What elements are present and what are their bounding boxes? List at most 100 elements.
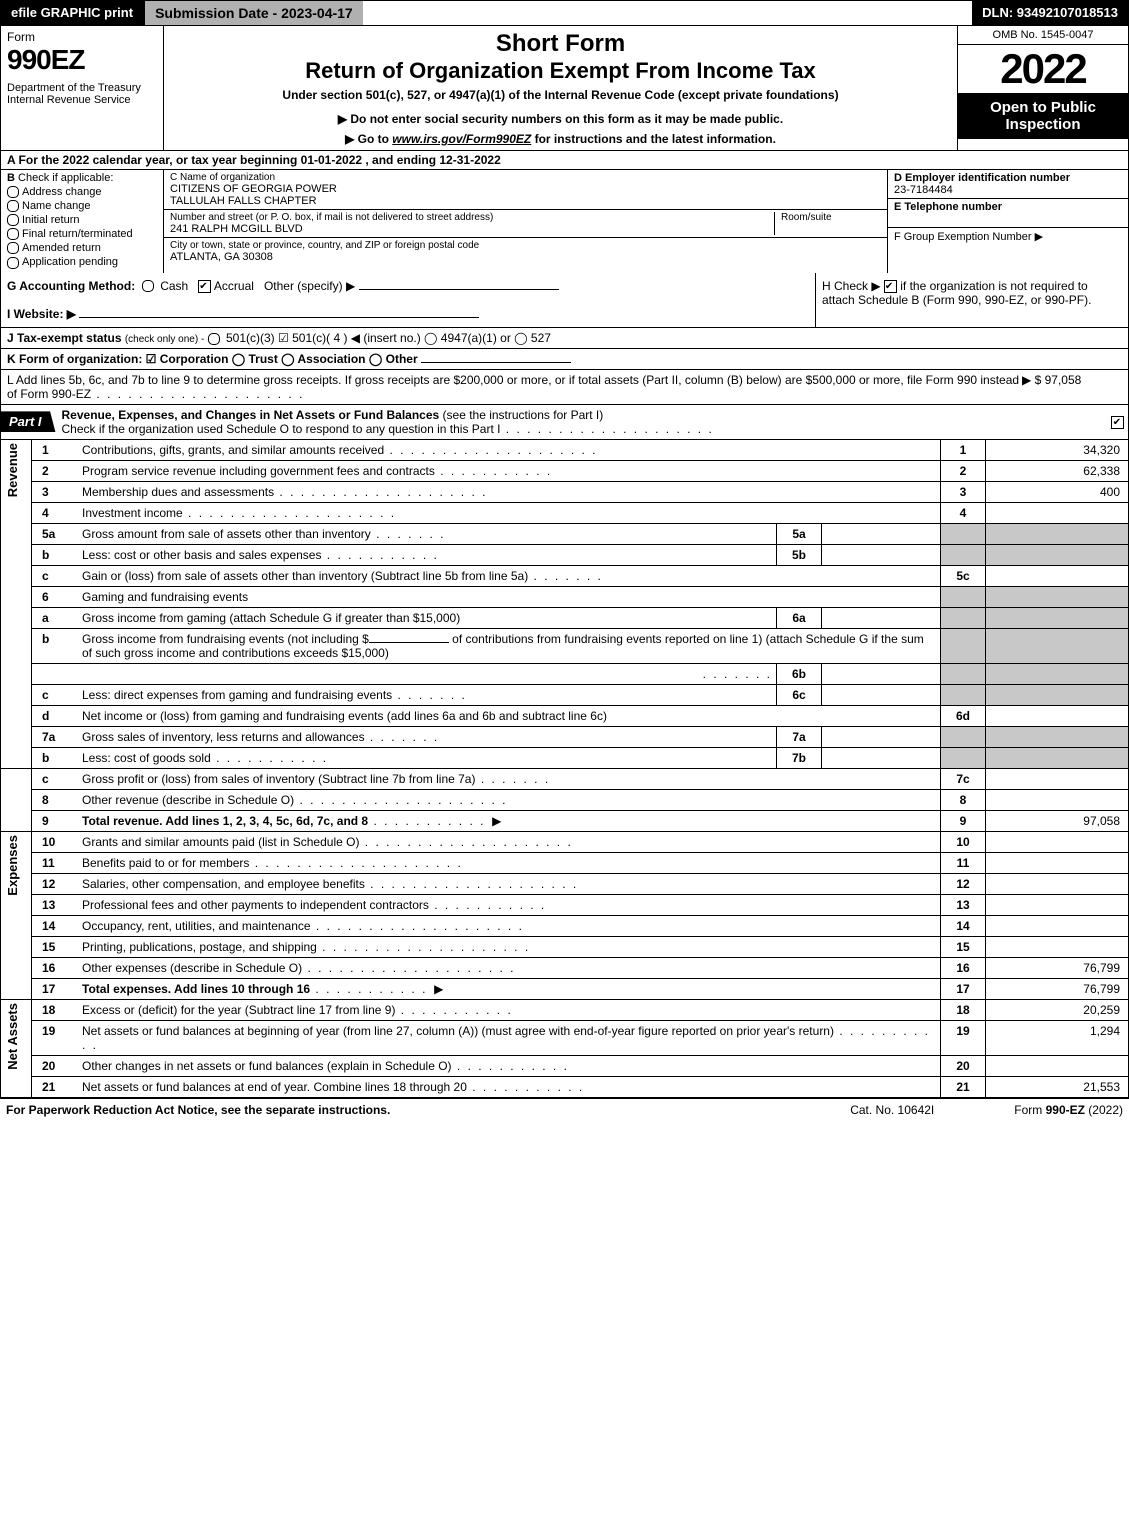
city-label: City or town, state or province, country… <box>170 240 881 251</box>
line-7a-subval <box>822 726 941 747</box>
website-line[interactable] <box>79 317 479 318</box>
line-10-val <box>986 831 1129 852</box>
section-h: H Check ▶ if the organization is not req… <box>815 273 1128 327</box>
line-6-desc: Gaming and fundraising events <box>82 590 248 604</box>
j-sub: (check only one) ‐ <box>125 334 204 345</box>
part-1-sub: Check if the organization used Schedule … <box>62 422 501 436</box>
e-label: E Telephone number <box>894 201 1122 213</box>
l-arrow: ▶ $ <box>1022 373 1041 387</box>
line-16-val: 76,799 <box>986 957 1129 978</box>
line-8-val <box>986 789 1129 810</box>
footer-right: Form 990-EZ (2022) <box>1014 1103 1123 1117</box>
j-pre: J Tax-exempt status <box>7 331 125 345</box>
h-pre: H Check ▶ <box>822 279 881 293</box>
line-6a-desc: Gross income from gaming (attach Schedul… <box>82 611 460 625</box>
room-label: Room/suite <box>781 212 881 223</box>
return-title: Return of Organization Exempt From Incom… <box>170 58 951 84</box>
line-5c-val <box>986 565 1129 586</box>
section-d: D Employer identification number 23-7184… <box>887 170 1128 273</box>
addr-change-checkbox[interactable] <box>7 186 19 198</box>
j-opts: 501(c)(3) ☑ 501(c)( 4 ) ◀ (insert no.) ◯… <box>226 331 551 345</box>
501c3-checkbox[interactable] <box>208 333 220 345</box>
accrual-checkbox[interactable] <box>198 280 211 293</box>
line-14-val <box>986 915 1129 936</box>
form-word: Form <box>7 30 157 44</box>
line-3-val: 400 <box>986 481 1129 502</box>
line-16-desc: Other expenses (describe in Schedule O) <box>82 961 302 975</box>
cash-checkbox[interactable] <box>142 280 154 292</box>
schedule-o-checkbox[interactable] <box>1111 416 1124 429</box>
line-6b-subval <box>822 663 941 684</box>
line-6b-pre: Gross income from fundraising events (no… <box>82 632 369 646</box>
line-17-val: 76,799 <box>986 978 1129 999</box>
opt-amended: Amended return <box>22 242 101 254</box>
section-l: L Add lines 5b, 6c, and 7b to line 9 to … <box>0 370 1129 405</box>
line-15-val <box>986 936 1129 957</box>
line-7b-desc: Less: cost of goods sold <box>82 751 211 765</box>
footer-right-post: (2022) <box>1085 1103 1123 1117</box>
app-pending-checkbox[interactable] <box>7 257 19 269</box>
line-21-desc: Net assets or fund balances at end of ye… <box>82 1080 467 1094</box>
footer-right-bold: 990-EZ <box>1046 1103 1085 1117</box>
section-k: K Form of organization: ☑ Corporation ◯ … <box>0 349 1129 370</box>
k-other-line[interactable] <box>421 362 571 363</box>
section-g-i: G Accounting Method: Cash Accrual Other … <box>1 273 815 327</box>
line-7b-subval <box>822 747 941 768</box>
part-1-title-post: (see the instructions for Part I) <box>439 408 603 422</box>
line-7c-desc: Gross profit or (loss) from sales of inv… <box>82 772 475 786</box>
irs-link[interactable]: www.irs.gov/Form990EZ <box>392 132 531 146</box>
footer: For Paperwork Reduction Act Notice, see … <box>0 1098 1129 1121</box>
line-11-val <box>986 852 1129 873</box>
dept-label: Department of the Treasury Internal Reve… <box>7 82 157 106</box>
b-label: B <box>7 172 15 184</box>
name-change-checkbox[interactable] <box>7 200 19 212</box>
amended-return-checkbox[interactable] <box>7 242 19 254</box>
line-12-desc: Salaries, other compensation, and employ… <box>82 877 365 891</box>
part-1-table: Revenue 1Contributions, gifts, grants, a… <box>0 440 1129 1098</box>
line-6c-subval <box>822 684 941 705</box>
ein-value: 23-7184484 <box>894 184 1122 196</box>
part-1-title: Revenue, Expenses, and Changes in Net As… <box>62 408 440 422</box>
part-1-title-row: Revenue, Expenses, and Changes in Net As… <box>56 405 1106 439</box>
line-19-desc: Net assets or fund balances at beginning… <box>82 1024 834 1038</box>
opt-addr: Address change <box>22 186 102 198</box>
header-left: Form 990EZ Department of the Treasury In… <box>1 26 164 150</box>
line-5a-subval <box>822 523 941 544</box>
cash-label: Cash <box>160 279 188 293</box>
short-form-title: Short Form <box>170 30 951 58</box>
section-j: J Tax-exempt status (check only one) ‐ 5… <box>0 328 1129 349</box>
footer-left: For Paperwork Reduction Act Notice, see … <box>6 1103 390 1117</box>
initial-return-checkbox[interactable] <box>7 214 19 226</box>
donot-note: ▶ Do not enter social security numbers o… <box>170 112 951 126</box>
line-10-desc: Grants and similar amounts paid (list in… <box>82 835 359 849</box>
line-13-val <box>986 894 1129 915</box>
line-20-desc: Other changes in net assets or fund bala… <box>82 1059 452 1073</box>
final-return-checkbox[interactable] <box>7 228 19 240</box>
opt-final: Final return/terminated <box>22 228 133 240</box>
section-c: C Name of organization CITIZENS OF GEORG… <box>164 170 887 273</box>
addr-label: Number and street (or P. O. box, if mail… <box>170 212 774 223</box>
header-mid: Short Form Return of Organization Exempt… <box>164 26 957 150</box>
org-name-2: TALLULAH FALLS CHAPTER <box>170 195 881 207</box>
line-5b-desc: Less: cost or other basis and sales expe… <box>82 548 321 562</box>
line-a: A For the 2022 calendar year, or tax yea… <box>0 151 1129 170</box>
i-label: I Website: ▶ <box>7 307 76 321</box>
line-5c-desc: Gain or (loss) from sale of assets other… <box>82 569 528 583</box>
form-number: 990EZ <box>7 44 157 76</box>
gh-row: G Accounting Method: Cash Accrual Other … <box>0 273 1129 328</box>
street-addr: 241 RALPH MCGILL BLVD <box>170 223 774 235</box>
line-12-val <box>986 873 1129 894</box>
other-specify-line[interactable] <box>359 289 559 290</box>
omb-number: OMB No. 1545-0047 <box>958 26 1128 45</box>
opt-initial: Initial return <box>22 214 79 226</box>
line-5a-desc: Gross amount from sale of assets other t… <box>82 527 371 541</box>
goto-pre: ▶ Go to <box>345 132 392 146</box>
h-checkbox[interactable] <box>884 280 897 293</box>
b-check-if: Check if applicable: <box>18 172 113 184</box>
footer-right-pre: Form <box>1014 1103 1045 1117</box>
line-6b-blank[interactable] <box>369 642 449 643</box>
goto-note: ▶ Go to www.irs.gov/Form990EZ for instru… <box>170 132 951 146</box>
line-7a-desc: Gross sales of inventory, less returns a… <box>82 730 365 744</box>
dln-label: DLN: 93492107018513 <box>972 1 1128 25</box>
f-label: F Group Exemption Number ▶ <box>894 230 1122 243</box>
